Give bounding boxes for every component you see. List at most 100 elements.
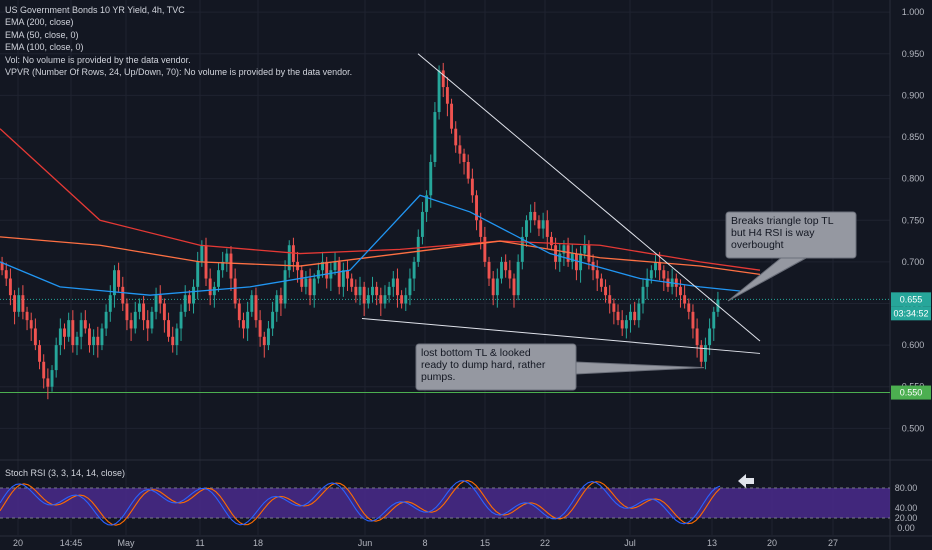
candle-body <box>0 261 4 271</box>
candle-body <box>104 311 108 329</box>
candle-body <box>391 278 395 287</box>
candle-body <box>483 236 487 262</box>
candle-body <box>570 253 574 262</box>
candle-body <box>229 253 233 279</box>
candle-body <box>258 320 262 337</box>
candle-body <box>416 236 420 262</box>
candle-body <box>371 286 374 296</box>
candle-body <box>400 295 404 304</box>
candle-body <box>250 295 254 312</box>
ema200-line <box>0 128 761 271</box>
x-tick-label: 20 <box>767 538 777 548</box>
last-price-label-bg <box>891 292 931 307</box>
candle-body <box>383 295 387 304</box>
candle-body <box>475 195 478 221</box>
stoch-k-line <box>0 480 721 526</box>
candle-body <box>554 245 558 262</box>
ema50-line <box>0 194 741 296</box>
candle-body <box>262 336 266 346</box>
candle-body <box>137 303 141 312</box>
x-tick-label: 11 <box>195 538 204 548</box>
annotation-text: lost bottom TL & looked <box>421 347 531 359</box>
x-tick-label: Jun <box>358 538 373 548</box>
candle-body <box>537 220 541 229</box>
candle-body <box>679 286 682 296</box>
candle-body <box>13 295 17 312</box>
candle-body <box>566 245 570 262</box>
candle-body <box>233 278 237 304</box>
x-tick-label: Jul <box>624 538 636 548</box>
candle-body <box>58 328 62 346</box>
candle-body <box>387 286 391 296</box>
trendline <box>361 317 761 354</box>
x-tick-label: May <box>117 538 135 548</box>
candle-body <box>608 295 612 304</box>
candle-body <box>146 320 150 329</box>
candle-body <box>508 270 512 279</box>
candle-body <box>246 311 250 329</box>
chart-title: US Government Bonds 10 YR Yield, 4h, TVC <box>5 5 185 15</box>
candle-body <box>516 261 520 296</box>
candle-body <box>641 286 645 304</box>
candle-body <box>562 245 566 254</box>
candle-body <box>512 278 516 296</box>
candle-body <box>699 345 703 362</box>
candle-body <box>616 311 620 321</box>
support-price-label-bg <box>891 385 931 400</box>
candle-body <box>620 320 624 329</box>
candle-body <box>599 278 603 287</box>
candle-body <box>346 270 349 279</box>
candle-body <box>38 345 41 362</box>
candle-body <box>658 261 662 271</box>
candle-body <box>595 270 599 279</box>
candle-body <box>196 261 200 287</box>
candle-body <box>379 295 383 304</box>
candle-body <box>171 336 175 346</box>
candle-body <box>504 261 508 271</box>
candle-body <box>208 278 212 296</box>
candle-body <box>92 336 96 346</box>
candle-body <box>308 278 312 296</box>
y-tick-label: 0.950 <box>902 49 925 59</box>
candle-body <box>42 361 46 379</box>
y-tick-label: 0.600 <box>902 340 925 350</box>
last-price-label: 0.655 <box>900 294 923 304</box>
candle-body <box>237 303 241 321</box>
candle-body <box>279 295 283 304</box>
candle-body <box>271 311 275 329</box>
candle-body <box>242 320 245 329</box>
candle-body <box>479 220 483 237</box>
candle-body <box>83 320 87 329</box>
candle-body <box>712 311 716 329</box>
stoch-rsi-label: Stoch RSI (3, 3, 14, 14, close) <box>5 468 126 478</box>
candle-body <box>674 278 678 287</box>
candle-body <box>50 370 54 387</box>
candle-body <box>412 261 416 279</box>
candle-body <box>420 211 424 237</box>
candle-body <box>396 278 399 296</box>
candle-body <box>325 261 329 279</box>
x-tick-label: 27 <box>828 538 838 548</box>
candle-body <box>275 295 279 312</box>
candle-body <box>304 278 308 287</box>
candle-body <box>458 145 462 154</box>
annotation-text: overbought <box>731 239 784 251</box>
y-tick-label: 0.700 <box>902 257 925 267</box>
candle-body <box>150 311 154 329</box>
arrow-left-icon <box>738 474 754 488</box>
candle-body <box>183 295 187 312</box>
stoch-d-line <box>0 480 721 526</box>
ema100-line <box>0 236 761 276</box>
candle-body <box>337 261 341 287</box>
candle-body <box>408 278 412 296</box>
candle-body <box>545 220 549 237</box>
candle-body <box>121 286 125 304</box>
candle-body <box>8 278 12 296</box>
candle-body <box>329 270 333 279</box>
candle-body <box>362 286 366 304</box>
candle-body <box>154 295 158 312</box>
vpvr-label: VPVR (Number Of Rows, 24, Up/Down, 70): … <box>5 67 353 78</box>
candle-body <box>366 295 370 304</box>
